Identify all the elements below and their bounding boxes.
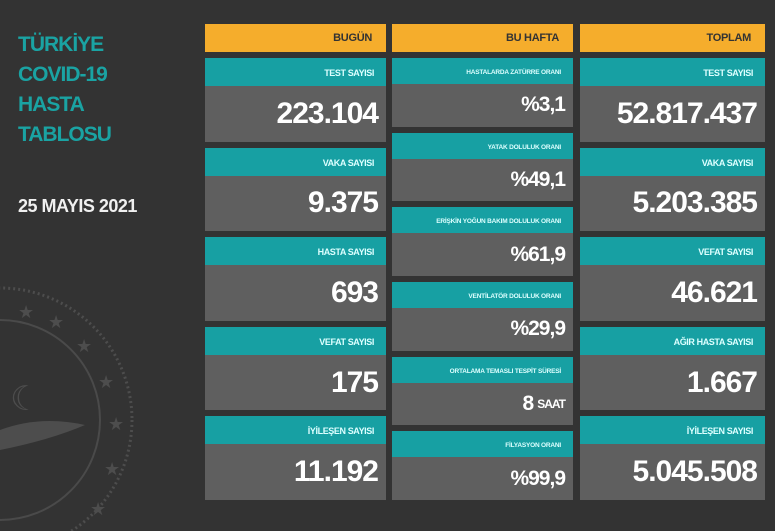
stat-label: AĞIR HASTA SAYISI	[673, 336, 754, 347]
report-date: 25 MAYIS 2021	[18, 196, 137, 216]
stat-card: HASTALARDA ZATÜRRE ORANI %3,1	[392, 58, 573, 127]
stat-value: 5.203.385	[632, 186, 758, 220]
star-icon: ★	[90, 499, 106, 519]
stat-value: 175	[330, 365, 379, 399]
stat-card: VAKA SAYISI 5.203.385	[580, 147, 765, 232]
star-icon: ★	[98, 372, 114, 392]
stat-value: %61,9	[510, 242, 566, 266]
stat-card: VENTİLATÖR DOLULUK ORANI %29,9	[392, 282, 573, 351]
stat-label: VAKA SAYISI	[701, 157, 754, 168]
stat-value: 8	[522, 392, 535, 416]
title-line: HASTA	[18, 93, 85, 116]
stat-label: VAKA SAYISI	[322, 157, 375, 168]
stat-label: FİLYASYON ORANI	[505, 442, 561, 450]
stat-value: 1.667	[686, 365, 758, 399]
title-line: COVID-19	[18, 63, 108, 86]
week-header: BU HAFTA	[392, 24, 573, 52]
stat-value: 46.621	[671, 275, 758, 309]
emblem-inner-ring	[0, 319, 101, 521]
stat-label: İYİLEŞEN SAYISI	[307, 426, 375, 437]
stat-value: 223.104	[276, 96, 379, 130]
star-icon: ★	[108, 414, 124, 434]
stat-card: VAKA SAYISI 9.375	[205, 147, 386, 232]
stat-label: HASTALARDA ZATÜRRE ORANI	[466, 69, 561, 76]
header-label: BU HAFTA	[506, 32, 559, 44]
stat-value: %49,1	[510, 168, 566, 191]
stat-label: TEST SAYISI	[324, 68, 374, 78]
title-line: TABLOSU	[18, 123, 112, 146]
star-icon: ★	[48, 312, 64, 332]
stat-label: İYİLEŞEN SAYISI	[686, 426, 754, 437]
stat-card: TEST SAYISI 52.817.437	[580, 58, 765, 142]
stat-label: YATAK DOLULUK ORANI	[487, 143, 562, 151]
stat-value: 693	[330, 275, 379, 309]
page-title: TÜRKİYE COVID-19 HASTA TABLOSU	[18, 30, 188, 150]
stat-value: 52.817.437	[616, 96, 758, 130]
stat-value: 9.375	[307, 186, 379, 220]
stat-value: %29,9	[510, 317, 566, 341]
title-line: TÜRKİYE	[18, 33, 104, 56]
stat-label: HASTA SAYISI	[317, 247, 375, 258]
stat-value: %99,9	[510, 466, 566, 490]
stat-card: TEST SAYISI 223.104	[205, 58, 386, 142]
stat-card: VEFAT SAYISI 175	[205, 326, 386, 411]
total-header: TOPLAM	[580, 24, 765, 52]
stat-label: VEFAT SAYISI	[319, 336, 374, 347]
wing-icon	[0, 421, 85, 450]
stat-unit: SAAT	[537, 397, 566, 412]
stat-card: İYİLEŞEN SAYISI 5.045.508	[580, 416, 765, 500]
stat-label: ERİŞKİN YOĞUN BAKIM DOLULUK ORANI	[436, 218, 561, 226]
stat-value: 11.192	[293, 455, 379, 489]
stat-card: ERİŞKİN YOĞUN BAKIM DOLULUK ORANI %61,9	[392, 207, 573, 277]
ministry-emblem-icon: ★ ★ ★ ★ ★ ★ ★ ☾	[0, 286, 134, 531]
star-icon: ★	[104, 459, 120, 479]
emblem-outer-ring	[0, 286, 134, 531]
today-header: BUGÜN	[205, 24, 386, 52]
stat-card: FİLYASYON ORANI %99,9	[392, 431, 573, 501]
today-column: BUGÜN TEST SAYISI 223.104 VAKA SAYISI 9.37…	[205, 24, 386, 500]
header-label: BUGÜN	[333, 32, 372, 44]
header-label: TOPLAM	[706, 32, 752, 44]
total-column: TOPLAM TEST SAYISI 52.817.437 VAKA SAYISI…	[580, 24, 765, 500]
stat-value: %3,1	[521, 93, 566, 117]
stat-label: VEFAT SAYISI	[698, 247, 753, 258]
stat-card: YATAK DOLULUK ORANI %49,1	[392, 132, 573, 202]
week-column: BU HAFTA HASTALARDA ZATÜRRE ORANI %3,1 YA…	[392, 24, 573, 501]
stat-card: HASTA SAYISI 693	[205, 237, 386, 321]
stat-card: AĞIR HASTA SAYISI 1.667	[580, 326, 765, 411]
stat-card: İYİLEŞEN SAYISI 11.192	[205, 416, 386, 500]
stat-value: 5.045.508	[632, 455, 758, 489]
stat-card: ORTALAMA TEMASLI TESPİT SÜRESİ 8 SAAT	[392, 356, 573, 426]
stat-label: TEST SAYISI	[703, 68, 753, 78]
crescent-caduceus-icon: ☾	[10, 380, 40, 418]
stat-label: ORTALAMA TEMASLI TESPİT SÜRESİ	[449, 367, 562, 375]
stat-label: VENTİLATÖR DOLULUK ORANI	[468, 293, 561, 301]
stat-card: VEFAT SAYISI 46.621	[580, 237, 765, 321]
star-icon: ★	[76, 336, 92, 356]
star-icon: ★	[18, 302, 34, 322]
